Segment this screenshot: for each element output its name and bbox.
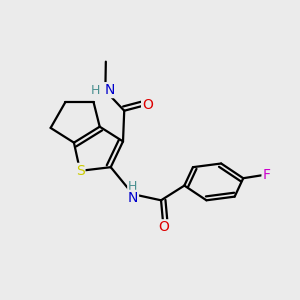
Text: O: O bbox=[158, 220, 169, 234]
Text: H: H bbox=[90, 84, 100, 97]
Text: N: N bbox=[128, 191, 138, 205]
Text: O: O bbox=[142, 98, 153, 112]
Text: S: S bbox=[76, 164, 84, 178]
Text: N: N bbox=[105, 83, 115, 97]
Text: F: F bbox=[262, 167, 271, 182]
Text: H: H bbox=[128, 180, 137, 193]
